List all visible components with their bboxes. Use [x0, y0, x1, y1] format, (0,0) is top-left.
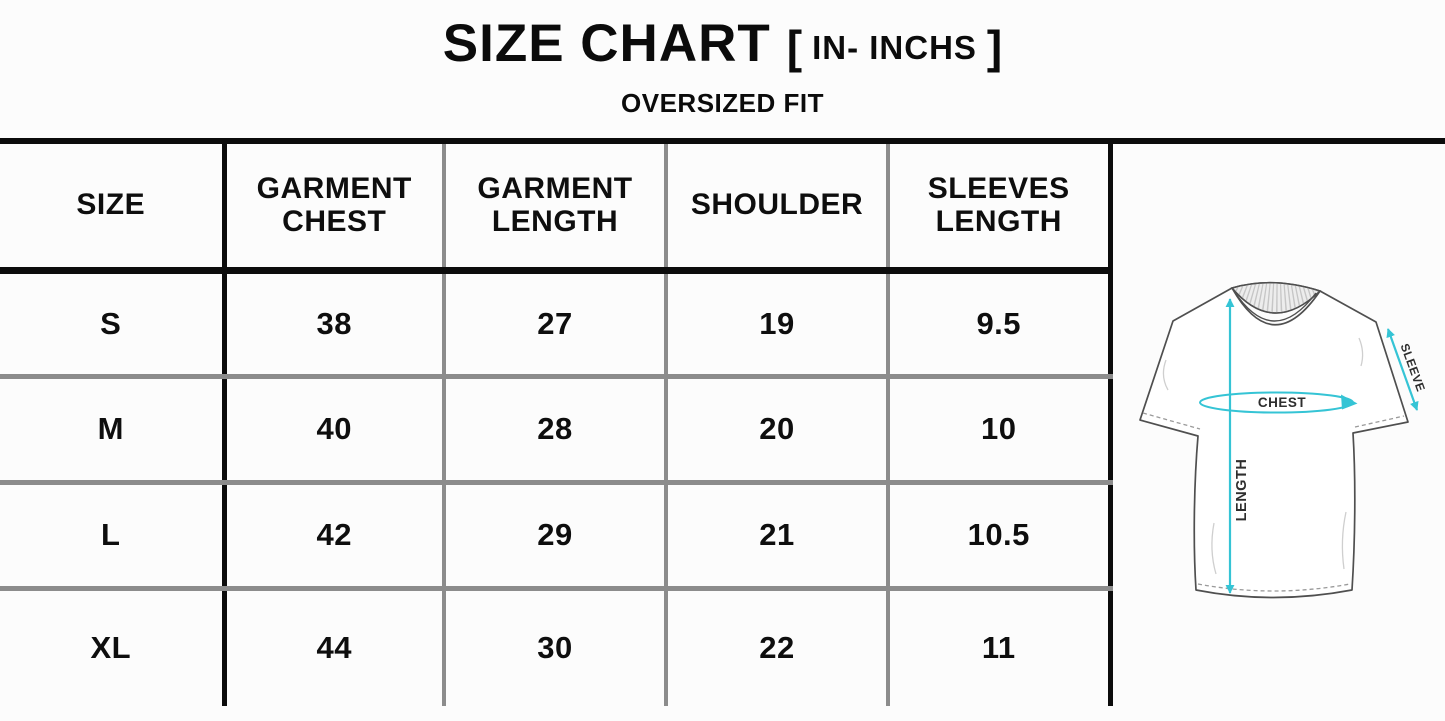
column-header-4: SLEEVES LENGTH: [888, 144, 1113, 274]
tshirt-svg: CHEST LENGTH SLEEVE: [1139, 281, 1428, 599]
column-header-0: SIZE: [0, 144, 227, 274]
title-unit-note: IN- INCHS: [812, 28, 977, 66]
value-cell: 30: [444, 588, 668, 706]
size-cell: L: [0, 482, 227, 591]
chest-arrowhead-icon: [1341, 394, 1358, 410]
column-header-3: SHOULDER: [666, 144, 890, 274]
value-cell: 21: [666, 482, 890, 591]
value-cell: 27: [444, 270, 668, 379]
column-header-1: GARMENT CHEST: [224, 144, 446, 274]
size-cell: XL: [0, 588, 227, 706]
sleeve-arrow: [1386, 328, 1419, 411]
value-cell: 20: [666, 376, 890, 485]
value-cell: 29: [444, 482, 668, 591]
chest-label: CHEST: [1258, 395, 1307, 410]
fit-subtitle: OVERSIZED FIT: [621, 88, 824, 118]
column-header-2: GARMENT LENGTH: [444, 144, 668, 274]
value-cell: 10.5: [888, 482, 1113, 591]
value-cell: 11: [888, 588, 1113, 706]
value-cell: 44: [224, 588, 446, 706]
value-cell: 38: [224, 270, 446, 379]
value-cell: 19: [666, 270, 890, 379]
collar: [1230, 281, 1322, 322]
tshirt-diagram: CHEST LENGTH SLEEVE: [1110, 138, 1445, 721]
length-label: LENGTH: [1234, 459, 1250, 522]
top-border-line: [0, 138, 1445, 144]
size-cell: M: [0, 376, 227, 485]
page-title: SIZE CHART [IN- INCHS]: [0, 13, 1445, 74]
header-row: SIZE GARMENT CHEST GARMENT LENGTH SHOULDER S…: [0, 144, 1113, 274]
stitch-lines: [1142, 412, 1405, 592]
title-bracket-close: ]: [986, 20, 1003, 73]
title-bracket-open: [: [786, 20, 803, 73]
value-cell: 40: [224, 376, 446, 485]
title-main: SIZE CHART: [442, 14, 771, 73]
wrinkle-lines: [1162, 337, 1364, 575]
table-row-L: L 42 29 21 10.5: [0, 482, 1113, 591]
table-row-XL: XL 44 30 22 11: [0, 588, 1113, 706]
size-cell: S: [0, 270, 227, 379]
table-row-M: M 40 28 20 10: [0, 376, 1113, 485]
size-chart-table: SIZE GARMENT CHEST GARMENT LENGTH SHOULDER S…: [0, 144, 1113, 706]
value-cell: 9.5: [888, 270, 1113, 379]
value-cell: 42: [224, 482, 446, 591]
table-row-S: S 38 27 19 9.5: [0, 270, 1113, 379]
value-cell: 28: [444, 376, 668, 485]
value-cell: 22: [666, 588, 890, 706]
tshirt-outline: [1139, 281, 1409, 599]
value-cell: 10: [888, 376, 1113, 485]
